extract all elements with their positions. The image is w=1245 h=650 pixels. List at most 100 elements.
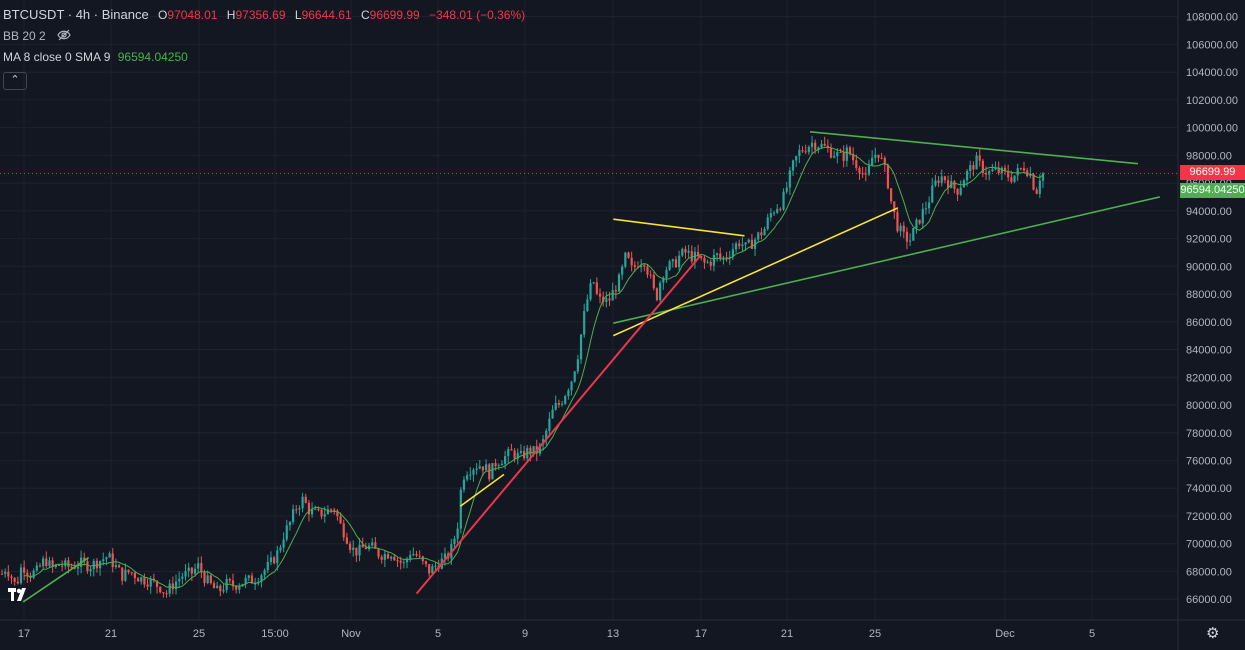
candle [807,145,810,155]
candle [573,370,576,383]
candle [469,467,472,480]
trendline-red[interactable] [415,254,702,595]
trendlines[interactable] [22,130,1160,603]
ma-indicator-label[interactable]: MA 8 close 0 SMA 9 [3,50,111,64]
candle [519,444,523,455]
candle [23,560,26,581]
candle [61,560,64,572]
price-axis[interactable]: 66000.00 68000.00 70000.00 72000.00 74000.00… [1186,12,1238,607]
candle [42,555,45,569]
price-tick-label: 74000.00 [1186,483,1232,495]
candle [722,255,725,265]
candle [269,551,273,566]
candle [715,252,719,262]
candle [643,263,646,272]
bb-indicator-label[interactable]: BB 20 2 [3,29,46,43]
time-axis[interactable]: 17 21 25 15:00 Nov 5 9 13 17 21 25 Dec 5 [18,628,1095,640]
candle [279,544,282,553]
candle [576,354,579,374]
trendline-green[interactable] [613,196,1160,324]
candle [899,222,902,237]
candle [285,519,288,542]
price-tick-label: 66000.00 [1186,594,1232,606]
candle [193,563,197,577]
candle [329,508,333,514]
candle [918,219,921,225]
candle [348,541,352,554]
candle [48,556,51,568]
candle [554,395,557,411]
candle [1022,161,1026,173]
trendline-yellow[interactable] [612,207,898,337]
tradingview-logo-icon[interactable] [8,586,30,607]
candle [915,217,918,234]
candle [820,139,823,149]
candle [912,227,915,241]
bb-row: BB 20 2 [3,26,525,47]
candle [1003,164,1007,176]
chart-grid [0,0,1178,620]
price-tick-label: 98000.00 [1186,150,1232,162]
eye-off-icon[interactable] [57,27,71,47]
candle [855,154,858,171]
candle [190,567,193,582]
candle [124,563,127,582]
candle [681,247,684,258]
candle [380,554,383,564]
candle [845,144,848,167]
candle [415,550,418,558]
candle [304,493,307,504]
gear-icon[interactable]: ⚙ [1206,625,1220,642]
candle [795,155,798,168]
candle [301,492,304,513]
trendline-yellow[interactable] [459,473,505,507]
candle [611,282,614,301]
candle [902,221,905,239]
candle [421,555,424,565]
candle [358,538,361,562]
candle [1029,166,1032,179]
candle [659,280,662,305]
ma-price-badge: 96594.04250 [1180,182,1245,198]
candle [864,167,867,182]
candle [874,147,877,163]
candle [225,574,228,593]
candle [171,576,174,595]
candle [788,166,791,196]
price-tick-label: 100000.00 [1186,123,1238,135]
candle [769,208,772,222]
candle [791,159,795,176]
trendline-green[interactable] [809,130,1139,165]
price-tick-label: 90000.00 [1186,261,1232,273]
candle [254,577,257,591]
candle [943,175,947,184]
candle [858,166,861,180]
candle [624,251,627,269]
candle [276,545,279,571]
price-tick-label: 78000.00 [1186,428,1232,440]
candle [690,245,693,264]
trendline-yellow[interactable] [613,218,745,237]
price-tick-label: 82000.00 [1186,372,1232,384]
candle [545,428,548,446]
chart-legend: BTCUSDT · 4h · Binance O97048.01 H97356.… [3,5,525,90]
candle [228,577,231,584]
candle [747,238,750,244]
candle [579,334,583,364]
candle [826,139,829,153]
symbol-title[interactable]: BTCUSDT · 4h · Binance [3,7,149,22]
trendline-green[interactable] [22,556,90,603]
collapse-legend-button[interactable]: ⌃ [3,72,27,90]
candle [168,579,171,597]
candle [538,442,542,457]
candle [950,175,953,189]
candle [29,572,32,583]
candle [181,572,184,585]
candle [86,558,89,574]
candle [396,557,399,568]
candle [687,244,690,258]
candle [700,255,703,261]
candle [342,519,345,541]
candle [35,562,38,573]
